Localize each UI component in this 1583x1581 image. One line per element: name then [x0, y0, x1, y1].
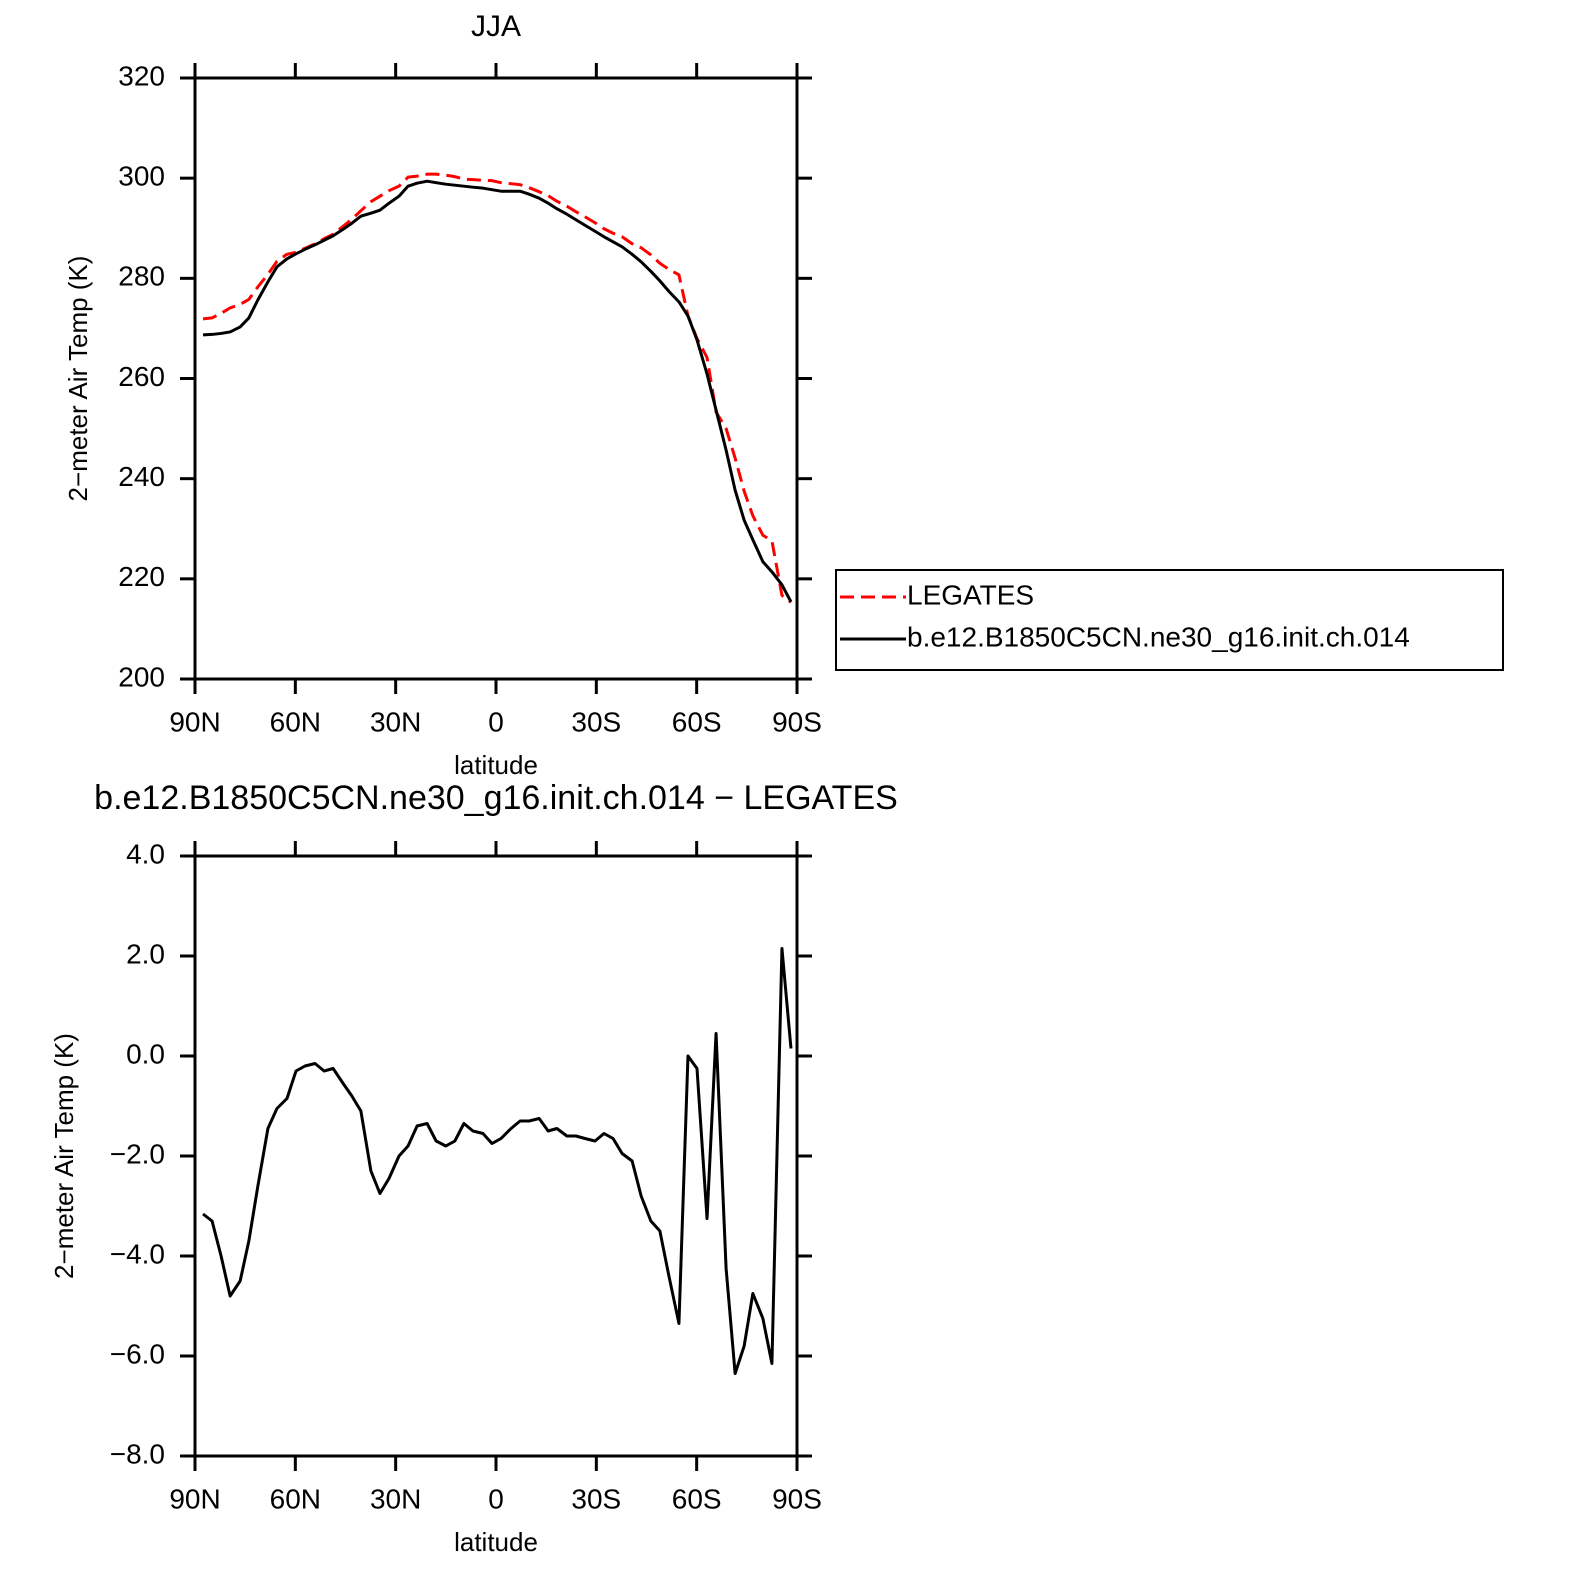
- y-tick-label: −8.0: [110, 1438, 165, 1469]
- x-tick-label: 60N: [270, 1483, 321, 1514]
- y-tick-label: −4.0: [110, 1238, 165, 1269]
- legend-label: LEGATES: [907, 579, 1034, 610]
- y-tick-label: 300: [118, 161, 165, 192]
- y-tick-label: 220: [118, 561, 165, 592]
- x-tick-label: 30N: [370, 1483, 421, 1514]
- x-tick-label: 0: [488, 1483, 504, 1514]
- data-line: [202, 172, 792, 604]
- x-axis-label: latitude: [454, 1527, 538, 1557]
- y-axis-label: 2−meter Air Temp (K): [49, 1033, 79, 1279]
- y-tick-label: −2.0: [110, 1138, 165, 1169]
- y-tick-label: 260: [118, 361, 165, 392]
- plot-frame: [193, 854, 799, 1458]
- y-axis-label: 2−meter Air Temp (K): [63, 256, 93, 502]
- y-tick-label: 2.0: [126, 938, 165, 969]
- chart-title: JJA: [471, 10, 521, 43]
- y-tick-label: 200: [118, 661, 165, 692]
- legend-box: [835, 569, 1504, 671]
- y-tick-label: −6.0: [110, 1338, 165, 1369]
- x-tick-label: 60S: [672, 706, 722, 737]
- x-tick-label: 30S: [571, 706, 621, 737]
- x-tick-label: 30S: [571, 1483, 621, 1514]
- y-tick-label: 320: [118, 60, 165, 91]
- y-tick-label: 280: [118, 261, 165, 292]
- chart-title: b.e12.B1850C5CN.ne30_g16.init.ch.014 − L…: [94, 779, 898, 817]
- data-line: [202, 947, 793, 1375]
- x-tick-label: 90N: [169, 1483, 220, 1514]
- y-tick-label: 0.0: [126, 1038, 165, 1069]
- y-tick-label: 4.0: [126, 838, 165, 869]
- y-tick-label: 240: [118, 461, 165, 492]
- x-tick-label: 90S: [772, 1483, 822, 1514]
- x-axis-label: latitude: [454, 750, 538, 780]
- x-tick-label: 30N: [370, 706, 421, 737]
- x-tick-label: 90S: [772, 706, 822, 737]
- x-tick-label: 60N: [270, 706, 321, 737]
- x-tick-label: 0: [488, 706, 504, 737]
- x-tick-label: 60S: [672, 1483, 722, 1514]
- plot-frame: [193, 76, 799, 681]
- data-line: [202, 179, 793, 603]
- x-tick-label: 90N: [169, 706, 220, 737]
- legend-label: b.e12.B1850C5CN.ne30_g16.init.ch.014: [907, 621, 1410, 652]
